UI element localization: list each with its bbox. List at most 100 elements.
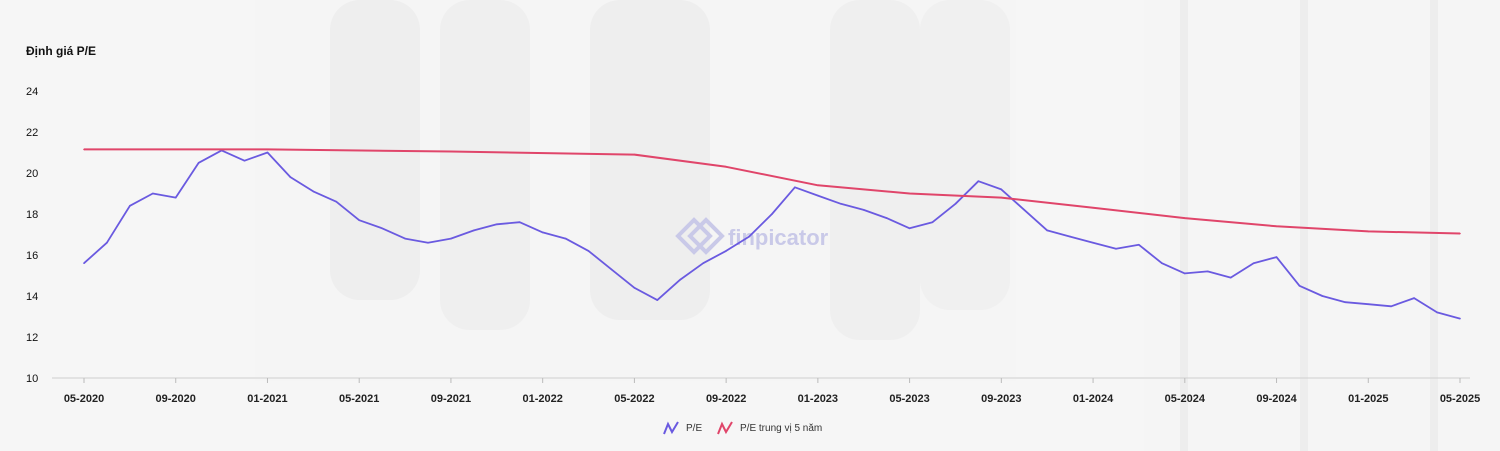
data-point-pe [840, 203, 842, 205]
y-axis-title: Định giá P/E [26, 44, 96, 58]
watermark-brand: finpicator [728, 225, 829, 250]
data-point-pe-median [817, 184, 819, 187]
data-point-pe [954, 203, 957, 205]
data-point-pe [1390, 305, 1392, 308]
data-point-pe [289, 176, 292, 178]
data-point-pe [1069, 235, 1071, 238]
x-tick-label: 05-2020 [64, 393, 104, 405]
y-tick-label: 18 [26, 209, 38, 221]
legend: P/E P/E trung vị 5 năm [663, 421, 822, 435]
x-tick-label: 05-2021 [339, 393, 379, 405]
data-point-pe [541, 231, 544, 234]
data-point-pe [335, 200, 338, 203]
series-lines [83, 148, 1461, 320]
finpicator-logo-icon [675, 217, 725, 255]
data-point-pe [564, 237, 567, 240]
data-point-pe [404, 237, 406, 240]
data-point-pe [1229, 276, 1232, 279]
data-point-pe [312, 190, 315, 193]
legend-label-pe: P/E [686, 423, 702, 434]
data-point-pe [1298, 285, 1301, 287]
data-point-pe [748, 235, 750, 238]
data-point-pe [450, 237, 452, 240]
y-tick-label: 16 [26, 250, 38, 262]
data-point-pe [197, 162, 200, 164]
data-point-pe [885, 217, 888, 219]
data-point-pe-median [1459, 232, 1461, 235]
x-tick-label: 01-2025 [1348, 393, 1388, 405]
data-point-pe [243, 159, 246, 162]
data-point-pe [1321, 295, 1324, 297]
legend-item-pe[interactable]: P/E [663, 421, 702, 435]
data-point-pe [174, 196, 177, 199]
data-point-pe [1115, 248, 1117, 250]
data-point-pe [1138, 244, 1140, 246]
data-point-pe [106, 241, 108, 244]
data-point-pe [931, 221, 934, 223]
data-point-pe [518, 221, 521, 223]
data-point-pe [1046, 229, 1048, 232]
data-point-pe [1000, 188, 1003, 191]
data-point-pe-median [1000, 196, 1003, 199]
x-ticks: 05-2020 09-2020 01-2021 05-2021 09-2021 01-20… [64, 378, 1480, 405]
y-tick-label: 22 [26, 127, 38, 139]
data-point-pe [908, 227, 911, 230]
x-tick-label: 05-2025 [1440, 393, 1480, 405]
watermark: finpicator [675, 217, 829, 255]
legend-label-pe-median: P/E trung vị 5 năm [740, 423, 822, 434]
x-tick-label: 01-2024 [1073, 393, 1114, 405]
y-tick-label: 12 [26, 332, 38, 344]
data-point-pe-median [908, 192, 911, 195]
data-point-pe [1252, 262, 1255, 265]
data-point-pe [358, 219, 361, 221]
x-tick-label: 05-2022 [614, 393, 654, 405]
y-tick-label: 24 [26, 86, 38, 98]
data-point-pe [83, 262, 85, 265]
line-series-icon [717, 421, 733, 435]
data-point-pe [473, 229, 475, 232]
data-point-pe [1092, 241, 1094, 244]
data-point-pe-median [1367, 230, 1370, 233]
data-point-pe [656, 299, 659, 301]
x-tick-label: 09-2020 [156, 393, 196, 405]
x-tick-label: 01-2022 [522, 393, 562, 405]
data-point-pe [152, 192, 154, 195]
y-tick-label: 10 [26, 373, 38, 385]
data-point-pe [817, 194, 819, 197]
data-point-pe [427, 241, 429, 244]
data-point-pe [633, 287, 636, 289]
data-point-pe [679, 278, 682, 281]
data-point-pe-median [1092, 207, 1094, 209]
data-point-pe [1161, 262, 1163, 265]
data-point-pe-median [1275, 225, 1278, 228]
data-point-pe [1436, 311, 1438, 314]
x-tick-label: 01-2023 [798, 393, 838, 405]
x-tick-label: 05-2023 [889, 393, 929, 405]
data-point-pe-median [266, 148, 269, 151]
line-series-icon [663, 421, 679, 435]
y-tick-label: 20 [26, 168, 38, 180]
data-point-pe [266, 151, 269, 154]
data-point-pe [725, 250, 727, 252]
data-point-pe [1344, 301, 1347, 304]
x-tick-label: 05-2024 [1165, 393, 1206, 405]
data-point-pe-median [633, 153, 636, 156]
data-point-pe [1367, 303, 1370, 306]
data-point-pe-median [1184, 217, 1186, 219]
data-point-pe [794, 186, 796, 189]
data-point-pe [129, 205, 131, 207]
x-tick-label: 01-2021 [247, 393, 287, 405]
x-tick-label: 09-2024 [1256, 393, 1297, 405]
x-tick-label: 09-2022 [706, 393, 746, 405]
y-ticks: 10 12 14 16 18 20 22 24 [26, 86, 38, 385]
data-point-pe [1023, 209, 1026, 211]
data-point-pe [702, 262, 704, 265]
legend-item-pe-median[interactable]: P/E trung vị 5 năm [717, 421, 822, 435]
data-point-pe [610, 268, 613, 271]
data-point-pe-median [725, 166, 727, 168]
y-tick-label: 14 [26, 291, 38, 303]
data-point-pe [1459, 317, 1461, 320]
x-tick-label: 09-2023 [981, 393, 1021, 405]
